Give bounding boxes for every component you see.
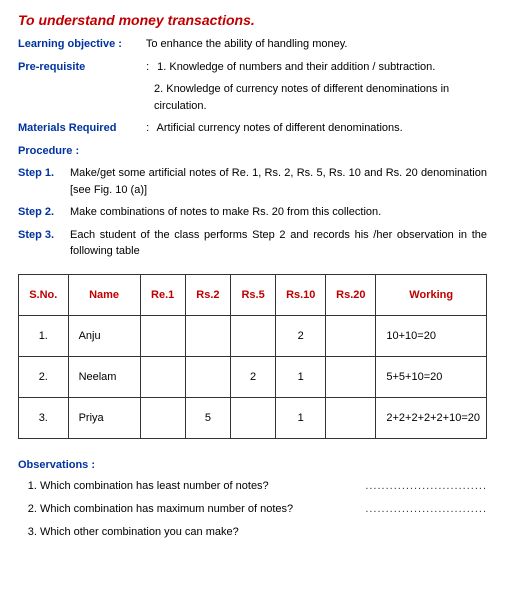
cell-name: Neelam <box>68 356 140 397</box>
th-rs20: Rs.20 <box>326 274 376 315</box>
materials-row: Materials Required : Artificial currency… <box>18 120 487 137</box>
cell-re1 <box>140 315 185 356</box>
observations-list: Which combination has least number of no… <box>18 479 487 541</box>
answer-blank: .............................. <box>365 502 487 517</box>
cell-rs5 <box>231 315 276 356</box>
observations-label: Observations : <box>18 459 487 471</box>
learning-objective-label: Learning objective : <box>18 36 143 53</box>
procedure-step: Step 2. Make combinations of notes to ma… <box>18 204 487 221</box>
cell-rs20 <box>326 315 376 356</box>
step-label: Step 1. <box>18 165 70 198</box>
cell-rs10: 1 <box>276 356 326 397</box>
cell-sno: 1. <box>19 315 69 356</box>
step-label: Step 2. <box>18 204 70 221</box>
procedure-step: Step 1. Make/get some artificial notes o… <box>18 165 487 198</box>
answer-blank: .............................. <box>365 479 487 494</box>
cell-name: Priya <box>68 397 140 438</box>
observation-item: Which other combination you can make? <box>40 525 487 540</box>
table-row: 1.Anju 2 10+10=20 <box>19 315 487 356</box>
materials-text: Artificial currency notes of different d… <box>157 122 403 134</box>
table-row: 2.Neelam 21 5+5+10=20 <box>19 356 487 397</box>
step-text: Make combinations of notes to make Rs. 2… <box>70 204 487 221</box>
cell-sno: 2. <box>19 356 69 397</box>
pre-requisite-item-2: 2. Knowledge of currency notes of differ… <box>18 81 487 114</box>
procedure-label: Procedure : <box>18 143 487 160</box>
observation-item: Which combination has least number of no… <box>40 479 487 494</box>
cell-rs2: 5 <box>185 397 230 438</box>
observation-question: Which other combination you can make? <box>40 526 239 538</box>
cell-rs10: 2 <box>276 315 326 356</box>
table-body: 1.Anju210+10=202.Neelam215+5+10=203.Priy… <box>19 315 487 438</box>
th-rs10: Rs.10 <box>276 274 326 315</box>
step-label: Step 3. <box>18 227 70 260</box>
cell-sno: 3. <box>19 397 69 438</box>
th-working: Working <box>376 274 487 315</box>
th-name: Name <box>68 274 140 315</box>
procedure-step: Step 3. Each student of the class perfor… <box>18 227 487 260</box>
page-title: To understand money transactions. <box>18 12 487 28</box>
cell-working: 10+10=20 <box>376 315 487 356</box>
materials-label: Materials Required <box>18 120 143 137</box>
table-row: 3.Priya 5 1 2+2+2+2+2+10=20 <box>19 397 487 438</box>
learning-objective-text: To enhance the ability of handling money… <box>146 38 348 50</box>
cell-working: 2+2+2+2+2+10=20 <box>376 397 487 438</box>
observation-question: Which combination has least number of no… <box>40 479 269 494</box>
data-table: S.No. Name Re.1 Rs.2 Rs.5 Rs.10 Rs.20 Wo… <box>18 274 487 439</box>
cell-rs20 <box>326 397 376 438</box>
th-rs2: Rs.2 <box>185 274 230 315</box>
cell-name: Anju <box>68 315 140 356</box>
cell-rs5: 2 <box>231 356 276 397</box>
cell-rs20 <box>326 356 376 397</box>
cell-rs10: 1 <box>276 397 326 438</box>
cell-rs5 <box>231 397 276 438</box>
learning-objective-row: Learning objective : To enhance the abil… <box>18 36 487 53</box>
th-re1: Re.1 <box>140 274 185 315</box>
pre-requisite-row: Pre-requisite : 1. Knowledge of numbers … <box>18 59 487 76</box>
pre-requisite-label: Pre-requisite <box>18 59 143 76</box>
th-sno: S.No. <box>19 274 69 315</box>
step-text: Make/get some artificial notes of Re. 1,… <box>70 165 487 198</box>
cell-working: 5+5+10=20 <box>376 356 487 397</box>
pre-requisite-item-1: 1. Knowledge of numbers and their additi… <box>157 61 435 73</box>
observation-question: Which combination has maximum number of … <box>40 502 293 517</box>
observation-item: Which combination has maximum number of … <box>40 502 487 517</box>
cell-rs2 <box>185 315 230 356</box>
step-text: Each student of the class performs Step … <box>70 227 487 260</box>
cell-re1 <box>140 356 185 397</box>
th-rs5: Rs.5 <box>231 274 276 315</box>
table-header-row: S.No. Name Re.1 Rs.2 Rs.5 Rs.10 Rs.20 Wo… <box>19 274 487 315</box>
procedure-steps: Step 1. Make/get some artificial notes o… <box>18 165 487 260</box>
cell-rs2 <box>185 356 230 397</box>
cell-re1 <box>140 397 185 438</box>
